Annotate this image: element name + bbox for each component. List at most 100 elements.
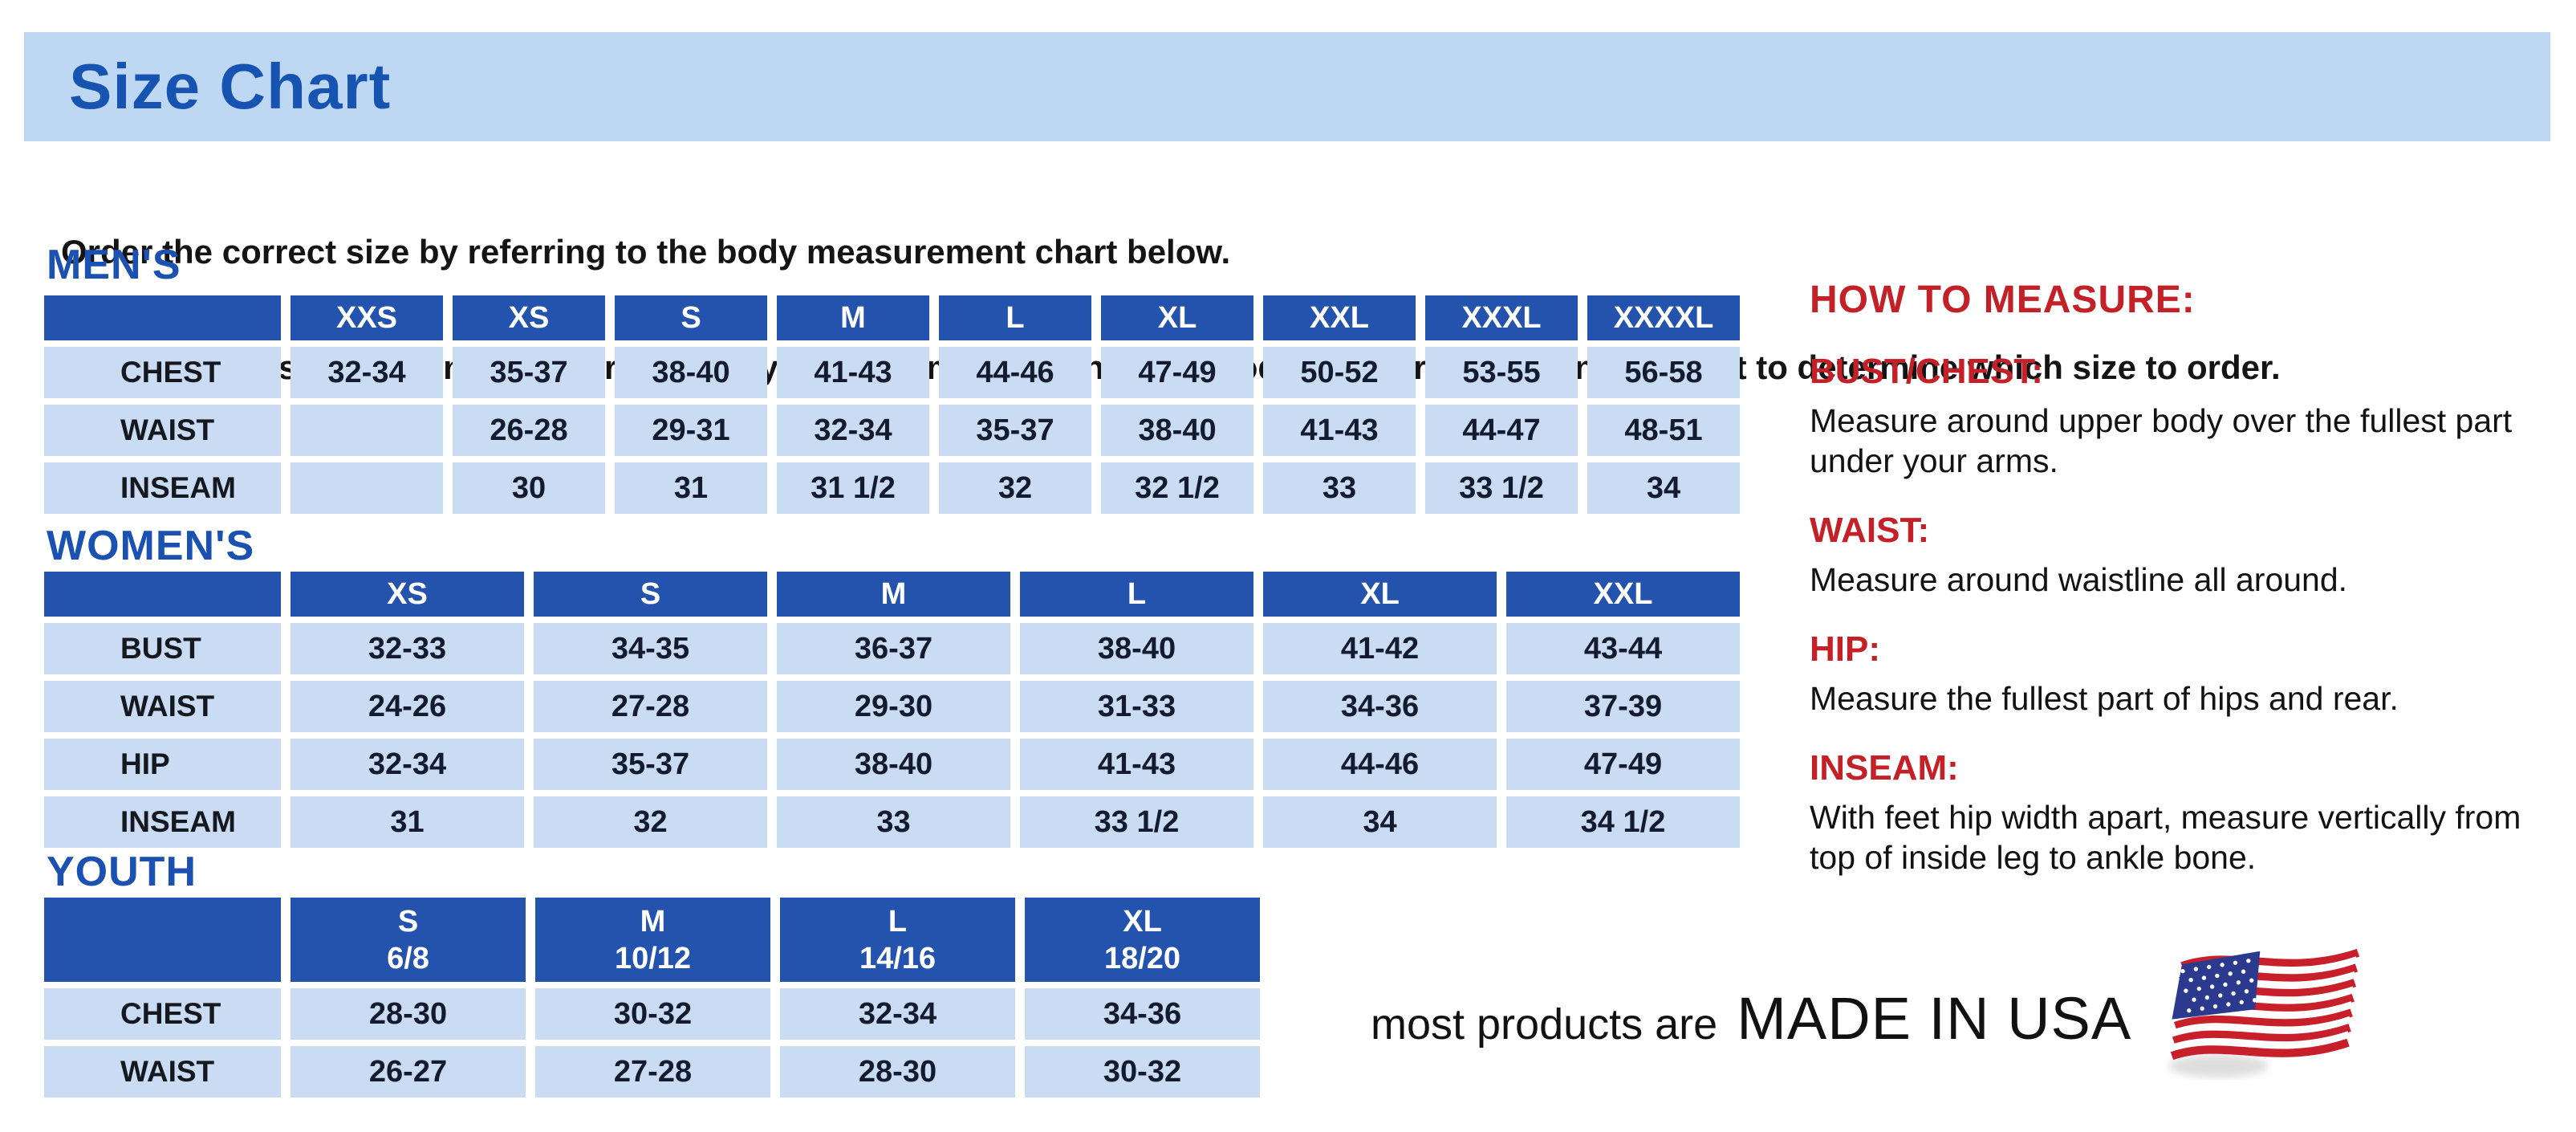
value-cell: 27-28 <box>534 681 767 732</box>
womens-size-table: XS S M L XL XXL BUST 32-33 34-35 36-37 38-40 41-42 4… <box>44 572 1740 848</box>
measure-item-text: Measure the fullest part of hips and rea… <box>1810 680 2399 717</box>
row-label: CHEST <box>44 988 281 1040</box>
value-cell: 41-42 <box>1263 623 1497 674</box>
value-cell: 28-30 <box>780 1046 1015 1097</box>
value-cell: 50-52 <box>1263 347 1416 398</box>
value-cell: 24-26 <box>291 681 524 732</box>
value-cell: 31 1/2 <box>777 462 929 514</box>
value-cell: 33 <box>777 796 1010 848</box>
column-header: S 6/8 <box>291 898 526 982</box>
value-cell: 44-46 <box>1263 739 1497 790</box>
value-cell: 47-49 <box>1506 739 1740 790</box>
us-flag-icon <box>2160 930 2393 1102</box>
value-cell: 32-34 <box>291 347 443 398</box>
value-cell: 38-40 <box>1020 623 1253 674</box>
row-label: WAIST <box>44 405 281 456</box>
column-header: XL <box>1101 295 1253 340</box>
value-cell: 41-43 <box>777 347 929 398</box>
column-header: XS <box>453 295 605 340</box>
column-header: XXL <box>1506 572 1740 617</box>
column-header: S <box>615 295 767 340</box>
value-cell: 53-55 <box>1425 347 1578 398</box>
value-cell: 26-28 <box>453 405 605 456</box>
measure-item-text: With feet hip width apart, measure verti… <box>1810 799 2521 876</box>
value-cell: 32-34 <box>291 739 524 790</box>
how-to-measure-section: HOW TO MEASURE: BUST/CHEST: Measure arou… <box>1810 278 2556 878</box>
mens-section-heading: MEN'S <box>47 242 181 288</box>
table-corner-cell <box>44 295 281 340</box>
value-cell: 56-58 <box>1587 347 1740 398</box>
row-label: HIP <box>44 739 281 790</box>
value-cell: 32-34 <box>777 405 929 456</box>
value-cell: 44-47 <box>1425 405 1578 456</box>
intro-line-1: Order the correct size by referring to t… <box>61 233 1231 271</box>
footer-emphasis: MADE IN USA <box>1737 985 2132 1052</box>
column-header: L <box>1020 572 1253 617</box>
value-cell: 38-40 <box>615 347 767 398</box>
row-label: INSEAM <box>44 462 281 514</box>
value-cell: 33 1/2 <box>1425 462 1578 514</box>
measure-item-label: WAIST: <box>1810 511 1930 550</box>
value-cell: 32 <box>534 796 767 848</box>
value-cell: 34-36 <box>1263 681 1497 732</box>
column-header: XXS <box>291 295 443 340</box>
value-cell: 30 <box>453 462 605 514</box>
value-cell: 43-44 <box>1506 623 1740 674</box>
footer-prefix: most products are <box>1371 1000 1718 1049</box>
value-cell: 34-36 <box>1025 988 1260 1040</box>
column-header: XXL <box>1263 295 1416 340</box>
row-label: INSEAM <box>44 796 281 848</box>
value-cell: 36-37 <box>777 623 1010 674</box>
column-header: M <box>777 295 929 340</box>
value-cell: 48-51 <box>1587 405 1740 456</box>
row-label: WAIST <box>44 681 281 732</box>
measure-item-label: INSEAM: <box>1810 748 1959 788</box>
table-corner-cell <box>44 898 281 982</box>
value-cell: 30-32 <box>1025 1046 1260 1097</box>
value-cell: 41-43 <box>1020 739 1253 790</box>
value-cell: 29-30 <box>777 681 1010 732</box>
value-cell: 34 <box>1587 462 1740 514</box>
value-cell <box>291 405 443 456</box>
value-cell: 31 <box>291 796 524 848</box>
value-cell: 35-37 <box>939 405 1091 456</box>
row-label: BUST <box>44 623 281 674</box>
value-cell: 29-31 <box>615 405 767 456</box>
value-cell: 34 1/2 <box>1506 796 1740 848</box>
column-header: XXXL <box>1425 295 1578 340</box>
flag-canton <box>2172 951 2261 1020</box>
value-cell: 37-39 <box>1506 681 1740 732</box>
column-header: L 14/16 <box>780 898 1015 982</box>
column-header: XL <box>1263 572 1497 617</box>
value-cell: 27-28 <box>535 1046 770 1097</box>
flag-shadow <box>2168 1054 2269 1078</box>
value-cell: 26-27 <box>291 1046 526 1097</box>
column-header: M <box>777 572 1010 617</box>
value-cell: 38-40 <box>1101 405 1253 456</box>
womens-section-heading: WOMEN'S <box>47 523 255 569</box>
value-cell: 32-34 <box>780 988 1015 1040</box>
value-cell: 47-49 <box>1101 347 1253 398</box>
value-cell: 31-33 <box>1020 681 1253 732</box>
column-header: M 10/12 <box>535 898 770 982</box>
value-cell: 38-40 <box>777 739 1010 790</box>
value-cell: 33 1/2 <box>1020 796 1253 848</box>
value-cell: 28-30 <box>291 988 526 1040</box>
column-header: XXXXL <box>1587 295 1740 340</box>
value-cell: 41-43 <box>1263 405 1416 456</box>
table-corner-cell <box>44 572 281 617</box>
measure-item-label: BUST/CHEST: <box>1810 352 2043 391</box>
column-header: L <box>939 295 1091 340</box>
value-cell: 33 <box>1263 462 1416 514</box>
value-cell <box>291 462 443 514</box>
value-cell: 44-46 <box>939 347 1091 398</box>
value-cell: 32 1/2 <box>1101 462 1253 514</box>
value-cell: 34 <box>1263 796 1497 848</box>
youth-size-table: S 6/8 M 10/12 L 14/16 XL 18/20 CHEST 28-30 30-32 32… <box>44 898 1260 1097</box>
column-header: XL 18/20 <box>1025 898 1260 982</box>
page-title: Size Chart <box>69 51 392 122</box>
row-label: WAIST <box>44 1046 281 1097</box>
mens-size-table: XXS XS S M L XL XXL XXXL XXXXL CHEST 32-34 35-37 38-… <box>44 295 1740 514</box>
value-cell: 31 <box>615 462 767 514</box>
